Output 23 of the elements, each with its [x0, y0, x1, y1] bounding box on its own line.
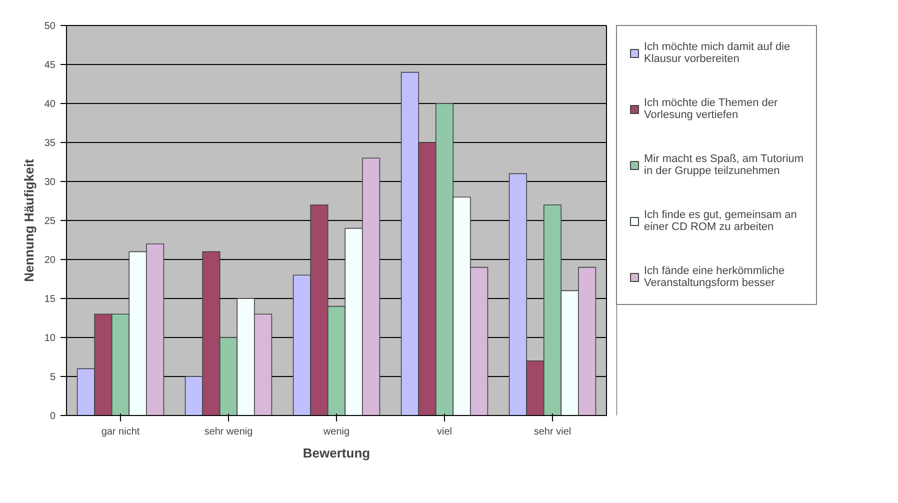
- y-tick-label: 25: [44, 216, 56, 227]
- x-tick-label: sehr viel: [534, 426, 572, 438]
- y-tick-label: 35: [44, 138, 56, 149]
- x-tick-label: sehr wenig: [204, 426, 253, 438]
- y-tick-label: 50: [44, 21, 56, 32]
- y-axis-title: Nennung Häufigkeit: [21, 158, 36, 282]
- y-tick-label: 40: [44, 99, 56, 110]
- legend-label: Ich möchte die Themen der Vorlesung vertiefen: [644, 96, 778, 123]
- legend-label: Ich möchte mich damit auf die Klausur vorbereiten: [644, 40, 790, 67]
- y-tick-label: 10: [44, 333, 56, 344]
- legend-label: Ich fände eine herkömmliche Veranstaltungsform besser: [644, 264, 785, 291]
- y-tick-label: 45: [44, 60, 56, 71]
- x-tick-label: gar nicht: [101, 426, 140, 438]
- y-tick-label: 5: [50, 372, 56, 383]
- y-tick-label: 30: [44, 177, 56, 188]
- legend-label: Mir macht es Spaß, am Tutorium in der Gruppe teilzunehmen: [644, 152, 804, 179]
- x-tick-label: viel: [437, 426, 452, 438]
- y-tick-label: 0: [50, 411, 56, 422]
- y-tick-label: 20: [44, 255, 56, 266]
- legend-label: Ich finde es gut, gemeinsam an einer CD ROM zu arbeiten: [644, 208, 797, 235]
- x-axis-title: Bewertung: [302, 446, 370, 460]
- y-tick-label: 15: [44, 294, 56, 305]
- x-tick-label: wenig: [322, 426, 350, 438]
